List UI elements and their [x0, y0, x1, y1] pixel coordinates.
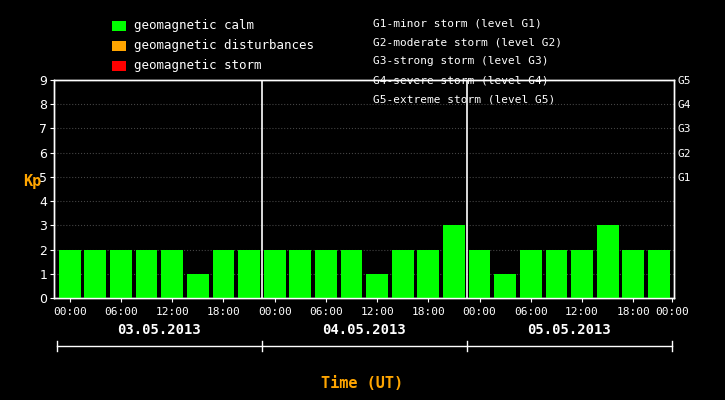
- Bar: [315, 250, 337, 298]
- Text: geomagnetic storm: geomagnetic storm: [134, 60, 262, 72]
- Bar: [571, 250, 593, 298]
- Bar: [468, 250, 491, 298]
- Bar: [212, 250, 234, 298]
- Bar: [366, 274, 388, 298]
- Bar: [59, 250, 80, 298]
- Bar: [545, 250, 567, 298]
- Bar: [622, 250, 644, 298]
- Text: G4-severe storm (level G4): G4-severe storm (level G4): [373, 76, 549, 86]
- Bar: [289, 250, 311, 298]
- Text: Time (UT): Time (UT): [321, 376, 404, 392]
- Y-axis label: Kp: Kp: [23, 174, 41, 189]
- Bar: [187, 274, 209, 298]
- Bar: [494, 274, 516, 298]
- Bar: [520, 250, 542, 298]
- Text: G3-strong storm (level G3): G3-strong storm (level G3): [373, 56, 549, 66]
- Text: 05.05.2013: 05.05.2013: [527, 323, 611, 337]
- Text: geomagnetic disturbances: geomagnetic disturbances: [134, 40, 314, 52]
- Text: 04.05.2013: 04.05.2013: [323, 323, 406, 337]
- Bar: [162, 250, 183, 298]
- Text: 03.05.2013: 03.05.2013: [117, 323, 202, 337]
- Bar: [648, 250, 670, 298]
- Bar: [110, 250, 132, 298]
- Bar: [341, 250, 362, 298]
- Bar: [136, 250, 157, 298]
- Text: G2-moderate storm (level G2): G2-moderate storm (level G2): [373, 37, 563, 47]
- Bar: [85, 250, 107, 298]
- Text: G1-minor storm (level G1): G1-minor storm (level G1): [373, 18, 542, 28]
- Bar: [264, 250, 286, 298]
- Bar: [238, 250, 260, 298]
- Bar: [443, 225, 465, 298]
- Text: G5-extreme storm (level G5): G5-extreme storm (level G5): [373, 95, 555, 105]
- Bar: [597, 225, 618, 298]
- Bar: [392, 250, 414, 298]
- Text: geomagnetic calm: geomagnetic calm: [134, 20, 254, 32]
- Bar: [418, 250, 439, 298]
